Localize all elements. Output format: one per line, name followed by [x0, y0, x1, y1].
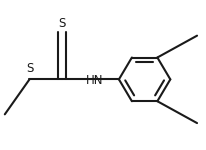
Text: S: S [59, 17, 66, 30]
Text: S: S [26, 62, 33, 75]
Text: HN: HN [85, 74, 103, 87]
